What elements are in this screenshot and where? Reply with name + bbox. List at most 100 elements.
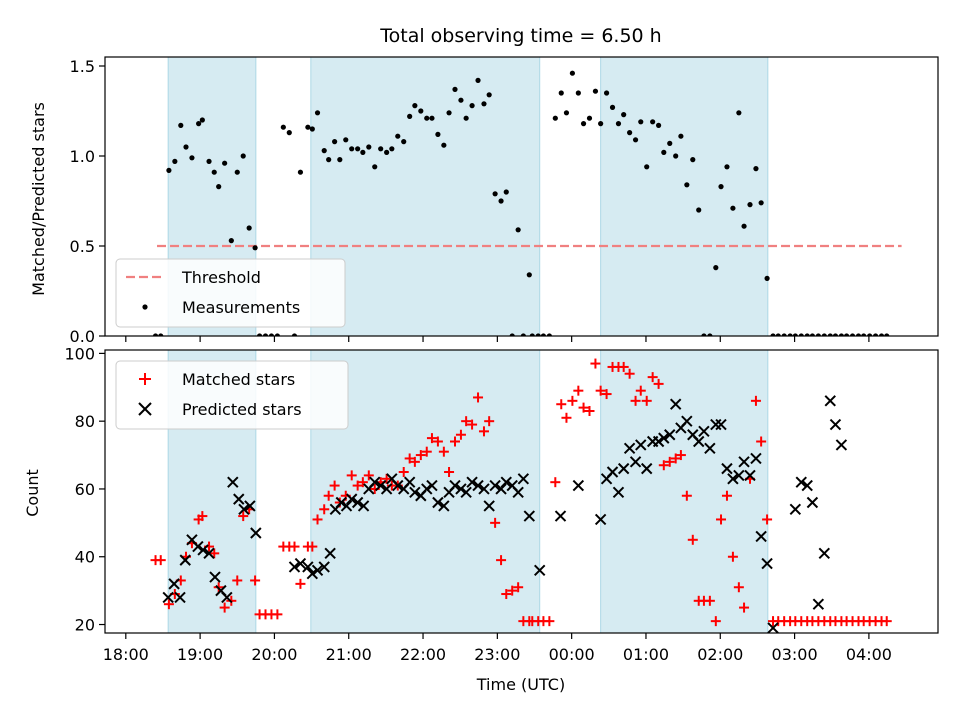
x-b [340,500,353,512]
data-point [792,333,798,336]
data-point [189,155,195,161]
data-point [155,555,166,566]
x-b [449,479,461,492]
data-point [641,395,652,406]
data-point [401,139,407,145]
data-point [421,483,433,495]
data-point [311,564,324,577]
panel-top: 0.0 0.5 1.0 1.5 Threshold Measurements [70,56,939,346]
x-b [302,561,314,573]
data-point [209,571,221,583]
y-tick-label: 1.0 [70,147,95,166]
data-point [661,149,667,155]
data-point [302,561,314,573]
x-b [374,479,387,492]
x-b [612,486,625,499]
data-point [653,378,664,389]
x-b [357,500,370,512]
data-point [738,456,750,468]
x-b [238,503,250,516]
data-point [424,115,430,121]
x-b [533,564,546,577]
data-point [211,169,217,175]
data-point [832,333,839,336]
data-point [332,139,338,145]
x-b [409,486,421,499]
data-point [721,490,732,501]
data-point [550,477,561,488]
data-point [403,476,416,488]
data-point [209,548,220,559]
data-point [590,358,601,369]
data-point [286,130,292,136]
x-b [311,564,324,577]
x-b [710,418,722,431]
data-point [438,500,450,512]
data-point [234,169,240,175]
data-point [801,479,813,492]
x-b [138,402,152,416]
data-point [455,429,466,440]
data-point [256,333,263,336]
legend-label: Measurements [182,298,300,317]
data-point [623,442,636,454]
data-point [552,115,558,121]
data-point [762,514,773,525]
data-point [458,97,464,103]
data-point [240,153,246,159]
x-b [687,429,699,441]
x-b [715,418,727,431]
data-point [426,479,438,492]
y-tick-label: 0.0 [70,327,95,346]
data-point [855,333,862,336]
data-point [174,591,186,604]
data-point [713,265,719,271]
data-point [716,514,727,525]
x-b [345,493,358,505]
data-point [222,160,228,166]
data-point [473,392,484,403]
x-b [168,578,180,590]
data-point [321,148,327,154]
data-point [179,554,191,566]
data-point [884,333,890,336]
data-point [821,333,827,336]
x-b [693,435,705,448]
x-b [744,469,756,482]
data-point [584,406,595,417]
x-b [554,510,567,522]
data-point [326,157,332,163]
x-b [572,479,585,492]
x-b [795,476,807,488]
x-b [721,462,733,475]
data-point [878,333,885,336]
data-point [219,602,230,613]
data-point [337,157,343,163]
data-point [824,395,836,407]
data-point [523,510,536,522]
data-point [389,146,395,152]
series-measurements [152,70,890,336]
data-point [787,333,793,336]
data-point [345,493,358,505]
data-point [162,591,174,604]
data-point [761,557,773,570]
data-point [395,133,401,139]
data-point [789,503,802,516]
data-point [461,416,472,427]
data-point [710,418,722,431]
x-b [351,496,364,509]
data-point [664,456,675,467]
data-point [483,500,495,512]
data-point [764,275,770,281]
x-b [806,496,819,509]
data-point [829,418,842,431]
data-point [501,589,512,600]
data-point [478,426,489,437]
data-point [426,433,437,444]
x-b [681,415,693,427]
data-point [380,483,393,495]
x-b [517,473,530,485]
legend-label: Matched stars [182,370,295,389]
data-point [197,544,209,556]
